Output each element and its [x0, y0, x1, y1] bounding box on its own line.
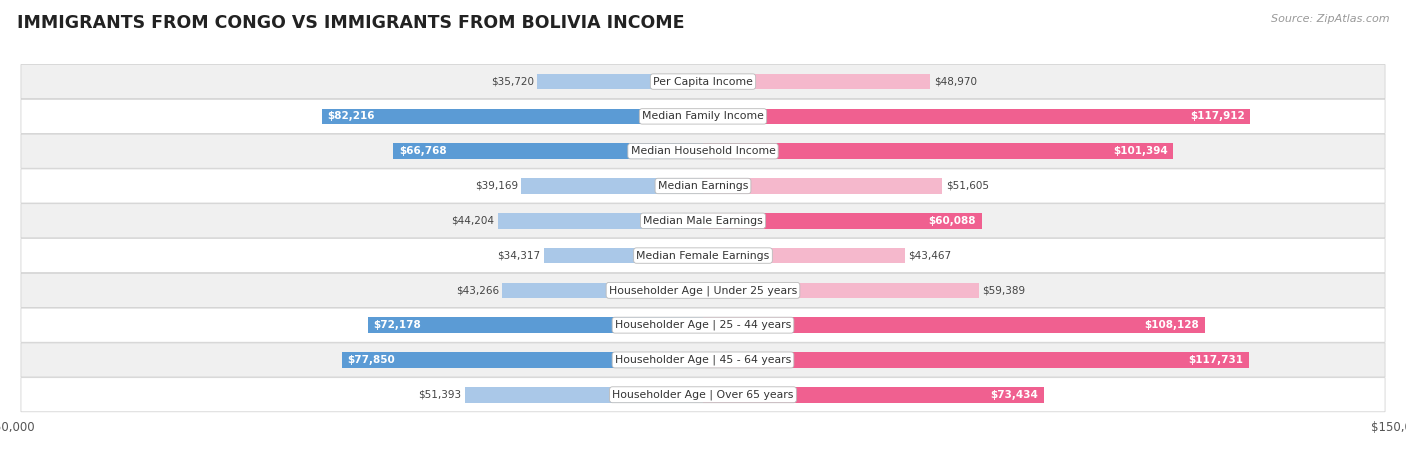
Text: $34,317: $34,317 — [498, 251, 540, 261]
Text: $101,394: $101,394 — [1114, 146, 1168, 156]
Bar — [703, 178, 942, 194]
FancyBboxPatch shape — [21, 134, 1385, 168]
Text: Per Capita Income: Per Capita Income — [652, 77, 754, 86]
Text: $51,605: $51,605 — [946, 181, 988, 191]
Text: $44,204: $44,204 — [451, 216, 495, 226]
Bar — [464, 387, 703, 403]
Bar — [342, 352, 703, 368]
Text: IMMIGRANTS FROM CONGO VS IMMIGRANTS FROM BOLIVIA INCOME: IMMIGRANTS FROM CONGO VS IMMIGRANTS FROM… — [17, 14, 685, 32]
Bar — [703, 352, 1250, 368]
FancyBboxPatch shape — [21, 169, 1385, 203]
Text: $43,467: $43,467 — [908, 251, 952, 261]
Text: $77,850: $77,850 — [347, 355, 395, 365]
Text: Householder Age | Under 25 years: Householder Age | Under 25 years — [609, 285, 797, 296]
Legend: Immigrants from Congo, Immigrants from Bolivia: Immigrants from Congo, Immigrants from B… — [527, 465, 879, 467]
FancyBboxPatch shape — [21, 343, 1385, 377]
Text: $59,389: $59,389 — [981, 285, 1025, 295]
Text: $60,088: $60,088 — [929, 216, 976, 226]
Text: Source: ZipAtlas.com: Source: ZipAtlas.com — [1271, 14, 1389, 24]
Text: Householder Age | Over 65 years: Householder Age | Over 65 years — [612, 389, 794, 400]
Text: $39,169: $39,169 — [475, 181, 517, 191]
Bar — [522, 178, 703, 194]
Text: Median Earnings: Median Earnings — [658, 181, 748, 191]
Text: $72,178: $72,178 — [374, 320, 422, 330]
Bar — [703, 213, 981, 229]
Text: $35,720: $35,720 — [491, 77, 534, 86]
Text: $82,216: $82,216 — [328, 112, 374, 121]
FancyBboxPatch shape — [21, 273, 1385, 307]
Bar — [703, 74, 931, 89]
Bar — [537, 74, 703, 89]
Text: $108,128: $108,128 — [1144, 320, 1199, 330]
FancyBboxPatch shape — [21, 99, 1385, 134]
Text: $51,393: $51,393 — [418, 390, 461, 400]
Text: $73,434: $73,434 — [990, 390, 1038, 400]
Text: Median Male Earnings: Median Male Earnings — [643, 216, 763, 226]
Text: $117,731: $117,731 — [1188, 355, 1244, 365]
Text: Householder Age | 45 - 64 years: Householder Age | 45 - 64 years — [614, 355, 792, 365]
Text: $117,912: $117,912 — [1189, 112, 1244, 121]
Text: $66,768: $66,768 — [399, 146, 446, 156]
Bar — [703, 283, 979, 298]
FancyBboxPatch shape — [21, 378, 1385, 412]
Bar — [498, 213, 703, 229]
Bar — [703, 318, 1205, 333]
Bar — [502, 283, 703, 298]
Text: Median Household Income: Median Household Income — [630, 146, 776, 156]
Bar — [322, 108, 703, 124]
Text: Median Family Income: Median Family Income — [643, 112, 763, 121]
Bar — [368, 318, 703, 333]
FancyBboxPatch shape — [21, 308, 1385, 342]
Bar — [703, 248, 904, 263]
FancyBboxPatch shape — [21, 64, 1385, 99]
Bar — [544, 248, 703, 263]
FancyBboxPatch shape — [21, 239, 1385, 273]
Text: $43,266: $43,266 — [456, 285, 499, 295]
Text: Median Female Earnings: Median Female Earnings — [637, 251, 769, 261]
Text: $48,970: $48,970 — [934, 77, 977, 86]
Text: Householder Age | 25 - 44 years: Householder Age | 25 - 44 years — [614, 320, 792, 331]
FancyBboxPatch shape — [21, 204, 1385, 238]
Bar — [703, 143, 1174, 159]
Bar — [703, 108, 1250, 124]
Bar — [394, 143, 703, 159]
Bar — [703, 387, 1043, 403]
